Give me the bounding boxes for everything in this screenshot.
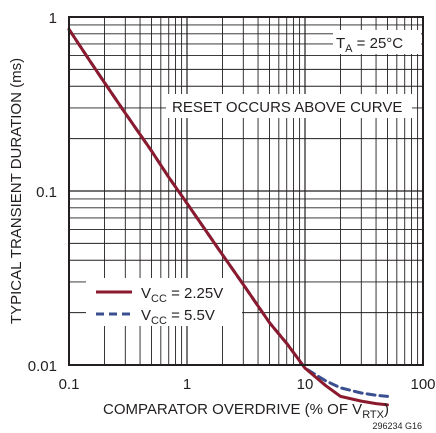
- temperature-label-bg: [333, 30, 421, 54]
- plot-frame: [68, 16, 424, 366]
- grid: [69, 17, 423, 365]
- legend-bg: [86, 278, 242, 326]
- y-tick-label: 0.1: [36, 184, 57, 201]
- x-tick-label: 0.1: [59, 376, 80, 393]
- y-axis-title: TYPICAL TRANSIENT DURATION (ms): [8, 58, 25, 324]
- legend-label-vcc-5-5v: VCC = 5.5V: [141, 307, 215, 327]
- series-line-1: [67, 27, 389, 398]
- region-annotation: RESET OCCURS ABOVE CURVE: [172, 99, 402, 116]
- series-group: [67, 27, 389, 407]
- figure-code: 296234 G16: [372, 421, 422, 431]
- x-tick-label: 100: [410, 376, 435, 393]
- legend: VCC = 2.25V VCC = 5.5V: [96, 285, 223, 327]
- x-tick-label: 1: [183, 376, 191, 393]
- temperature-label: TA = 25°C: [336, 35, 403, 55]
- x-axis-title: COMPARATOR OVERDRIVE (% OF VRTX): [103, 401, 389, 421]
- y-tick-label: 1: [49, 10, 57, 27]
- series-line-0: [67, 27, 389, 407]
- region-annotation-bg: [166, 94, 412, 118]
- y-tick-label: 0.01: [28, 358, 57, 375]
- legend-label-vcc-2-25v: VCC = 2.25V: [141, 285, 223, 305]
- x-tick-label: 10: [297, 376, 314, 393]
